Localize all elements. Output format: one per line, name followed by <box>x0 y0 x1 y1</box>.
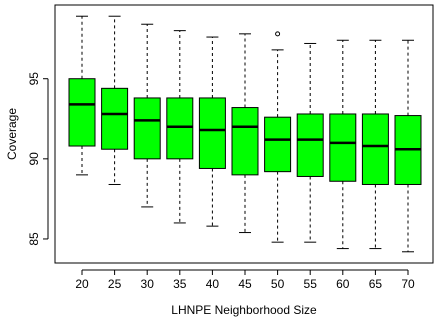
iqr-box <box>166 97 194 160</box>
iqr-box <box>361 113 389 185</box>
box-30 <box>133 23 161 208</box>
iqr-box <box>264 116 292 173</box>
x-tick-label: 65 <box>369 277 383 291</box>
box-60 <box>329 39 357 250</box>
x-tick-label: 35 <box>173 277 187 291</box>
box-25 <box>101 15 129 185</box>
iqr-box <box>296 113 324 177</box>
x-tick-label: 30 <box>141 277 155 291</box>
box-35 <box>166 30 194 224</box>
outlier-point <box>275 31 281 37</box>
iqr-box <box>68 78 96 147</box>
x-tick-label: 55 <box>304 277 318 291</box>
y-tick-label: 95 <box>27 72 41 86</box>
x-tick-label: 25 <box>108 277 122 291</box>
box-45 <box>231 33 259 234</box>
box-70 <box>394 39 422 253</box>
y-axis: 85 90 95 <box>27 72 49 246</box>
iqr-box <box>198 97 226 169</box>
y-tick-label: 85 <box>27 232 41 246</box>
x-axis: 20 25 30 35 40 45 50 55 60 65 70 <box>75 269 415 291</box>
box-65 <box>361 39 389 250</box>
y-tick-label: 90 <box>27 152 41 166</box>
iqr-box <box>329 113 357 182</box>
x-tick-label: 20 <box>75 277 89 291</box>
box-50 <box>264 31 292 243</box>
x-tick-label: 50 <box>271 277 285 291</box>
iqr-box <box>231 107 259 176</box>
x-axis-title: LHNPE Neighborhood Size <box>171 303 317 317</box>
iqr-box <box>101 87 129 150</box>
x-tick-label: 45 <box>238 277 252 291</box>
x-tick-label: 40 <box>206 277 220 291</box>
box-55 <box>296 42 324 243</box>
boxes-layer <box>68 15 422 253</box>
box-40 <box>198 36 226 227</box>
x-tick-label: 70 <box>401 277 415 291</box>
x-tick-label: 60 <box>336 277 350 291</box>
plot-frame <box>54 4 434 264</box>
iqr-box <box>133 97 161 160</box>
box-20 <box>68 15 96 176</box>
y-axis-title: Coverage <box>5 108 19 160</box>
